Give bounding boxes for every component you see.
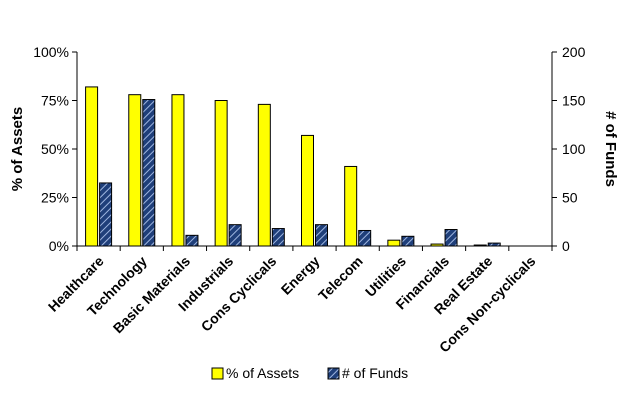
bar-num-funds	[99, 182, 113, 247]
x-tick-label: Telecom	[315, 253, 366, 304]
legend-swatch	[211, 367, 224, 380]
bar-num-funds	[142, 99, 156, 247]
bar-num-funds	[444, 229, 458, 247]
y2-tick-label: 50	[562, 190, 578, 206]
bar-pct-assets	[301, 134, 314, 247]
legend-swatch	[327, 367, 340, 380]
plot-area: 0%25%50%75%100%050100150200HealthcareTec…	[33, 44, 585, 355]
legend: % of Assets # of Funds	[211, 365, 408, 381]
bar-num-funds	[228, 224, 242, 247]
bar-pct-assets	[257, 103, 271, 247]
y-tick-label: 100%	[33, 44, 69, 60]
y2-tick-label: 100	[562, 141, 586, 157]
bar-pct-assets	[214, 100, 228, 247]
bar-num-funds	[358, 229, 372, 247]
legend-label: % of Assets	[226, 365, 299, 381]
y2-tick-label: 0	[562, 238, 570, 254]
bar-num-funds	[315, 224, 328, 247]
x-tick-label: Basic Materials	[110, 253, 194, 337]
y-tick-label: 0%	[49, 238, 69, 254]
bar-pct-assets	[344, 165, 358, 247]
legend-label: # of Funds	[342, 365, 408, 381]
y2-tick-label: 200	[562, 44, 586, 60]
y-tick-label: 25%	[41, 190, 69, 206]
bar-num-funds	[185, 234, 199, 247]
bar-pct-assets	[85, 86, 99, 247]
bar-pct-assets	[387, 239, 401, 247]
bar-num-funds	[401, 235, 415, 247]
y2-axis-title: # of Funds	[602, 111, 619, 187]
bar-num-funds	[271, 228, 285, 247]
bar-pct-assets	[128, 94, 142, 247]
y-axis-title: % of Assets	[9, 107, 26, 191]
y2-tick-label: 150	[562, 93, 586, 109]
y-tick-label: 50%	[41, 141, 69, 157]
y-tick-label: 75%	[41, 93, 69, 109]
bar-pct-assets	[171, 94, 185, 247]
x-tick-label: Cons Cyclicals	[198, 253, 280, 335]
